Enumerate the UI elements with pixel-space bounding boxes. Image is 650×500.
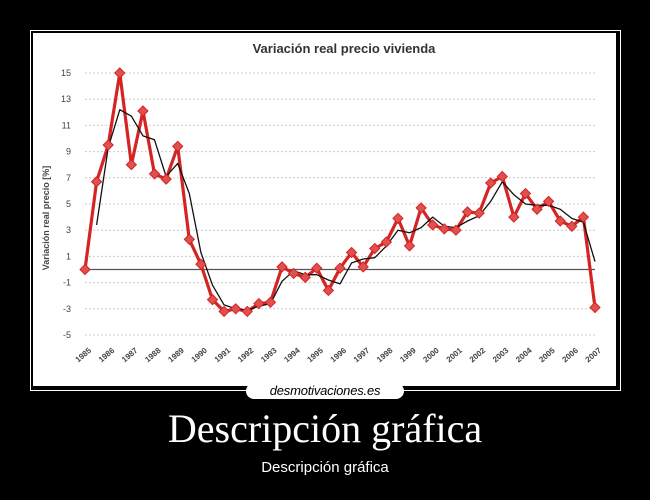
x-tick-label: 2004	[514, 346, 534, 365]
data-point	[160, 173, 172, 185]
y-tick-label: 3	[66, 225, 71, 235]
x-tick-label: 1988	[143, 346, 163, 365]
y-tick-label: -5	[63, 330, 71, 340]
chart-grid	[85, 72, 595, 336]
data-point	[148, 168, 161, 180]
data-point	[461, 206, 474, 218]
x-tick-label: 2001	[445, 346, 465, 365]
data-point	[276, 261, 288, 273]
data-point	[206, 293, 219, 306]
data-point	[264, 296, 277, 308]
data-point	[102, 139, 114, 151]
y-tick-label: 1	[66, 251, 71, 261]
data-point	[496, 170, 508, 183]
data-point	[311, 262, 323, 274]
data-point	[403, 240, 416, 252]
data-point	[287, 267, 300, 280]
x-tick-label: 1995	[306, 346, 326, 365]
line-chart: Variación real precio vivienda 151311975…	[41, 41, 604, 365]
data-point	[577, 211, 590, 223]
y-axis-ticks: 15 13 11 9 7 5 3 1 -1 -3 -5	[61, 68, 71, 340]
y-axis-label: Variación real precio [%]	[41, 166, 51, 271]
data-point	[322, 284, 335, 297]
x-tick-label: 1993	[259, 346, 279, 365]
data-point	[218, 305, 230, 318]
y-tick-label: 9	[66, 147, 71, 157]
data-point	[415, 202, 427, 214]
data-point	[554, 215, 566, 227]
x-tick-label: 1990	[190, 346, 210, 365]
x-tick-label: 1987	[120, 346, 140, 365]
x-tick-label: 1992	[236, 346, 256, 365]
data-point	[241, 305, 253, 318]
x-tick-label: 1999	[398, 346, 418, 365]
data-point	[195, 258, 207, 270]
data-point	[589, 301, 601, 314]
data-point	[90, 176, 103, 188]
x-tick-label: 1986	[97, 346, 117, 365]
chart-panel: Variación real precio vivienda 15 13 11 9 7 5…	[33, 33, 616, 386]
chart-title: Variación real precio vivienda	[253, 41, 437, 56]
x-tick-label: 2002	[468, 346, 488, 365]
data-point	[172, 140, 184, 153]
x-tick-label: 1991	[213, 346, 233, 365]
y-tick-label: 7	[66, 173, 71, 183]
x-tick-label: 2005	[537, 346, 557, 365]
x-tick-label: 1994	[282, 346, 302, 365]
poster-title: Descripción gráfica	[167, 406, 483, 451]
x-tick-label: 1998	[375, 346, 395, 365]
x-tick-label: 2000	[421, 346, 441, 365]
data-point	[253, 297, 265, 310]
data-point	[357, 261, 369, 273]
site-watermark: desmotivaciones.es	[246, 383, 404, 399]
y-tick-label: 11	[62, 120, 71, 130]
data-point	[566, 220, 578, 232]
data-point	[531, 203, 543, 215]
data-point	[369, 242, 381, 255]
data-point	[380, 236, 393, 248]
x-tick-label: 1996	[329, 346, 349, 365]
data-point	[427, 219, 439, 231]
data-point	[114, 67, 126, 79]
y-tick-label: 13	[61, 94, 71, 104]
data-point	[345, 246, 358, 259]
data-point	[484, 177, 497, 189]
data-point	[450, 224, 462, 236]
data-point	[542, 195, 555, 208]
y-tick-label: 15	[61, 68, 71, 78]
data-point	[334, 262, 346, 274]
y-tick-label: 5	[66, 199, 71, 209]
x-tick-label: 1985	[74, 346, 94, 365]
x-tick-label: 2006	[561, 346, 581, 365]
data-point	[299, 271, 311, 284]
data-point	[137, 105, 149, 117]
data-point	[125, 158, 138, 171]
data-point	[438, 223, 451, 235]
series-layer	[79, 67, 601, 318]
x-tick-label: 2007	[584, 346, 604, 365]
series-line-annual	[83, 71, 597, 313]
x-tick-label: 2003	[491, 346, 511, 365]
x-tick-label: 1989	[166, 346, 186, 365]
data-point	[392, 212, 404, 225]
x-tick-label: 1997	[352, 346, 372, 365]
data-point	[229, 303, 242, 315]
data-point	[508, 211, 520, 223]
y-tick-label: -3	[63, 304, 71, 314]
poster-caption: Descripción gráfica	[261, 459, 389, 476]
data-point	[79, 263, 91, 276]
series-line-trend	[95, 109, 596, 311]
data-point	[519, 187, 532, 200]
data-point	[183, 233, 196, 246]
y-tick-label: -1	[63, 278, 71, 288]
x-axis-ticks: 1985 1986 1987 1988 1989 1990 1991 1992 1993 1994…	[74, 346, 604, 365]
data-point	[473, 207, 485, 219]
